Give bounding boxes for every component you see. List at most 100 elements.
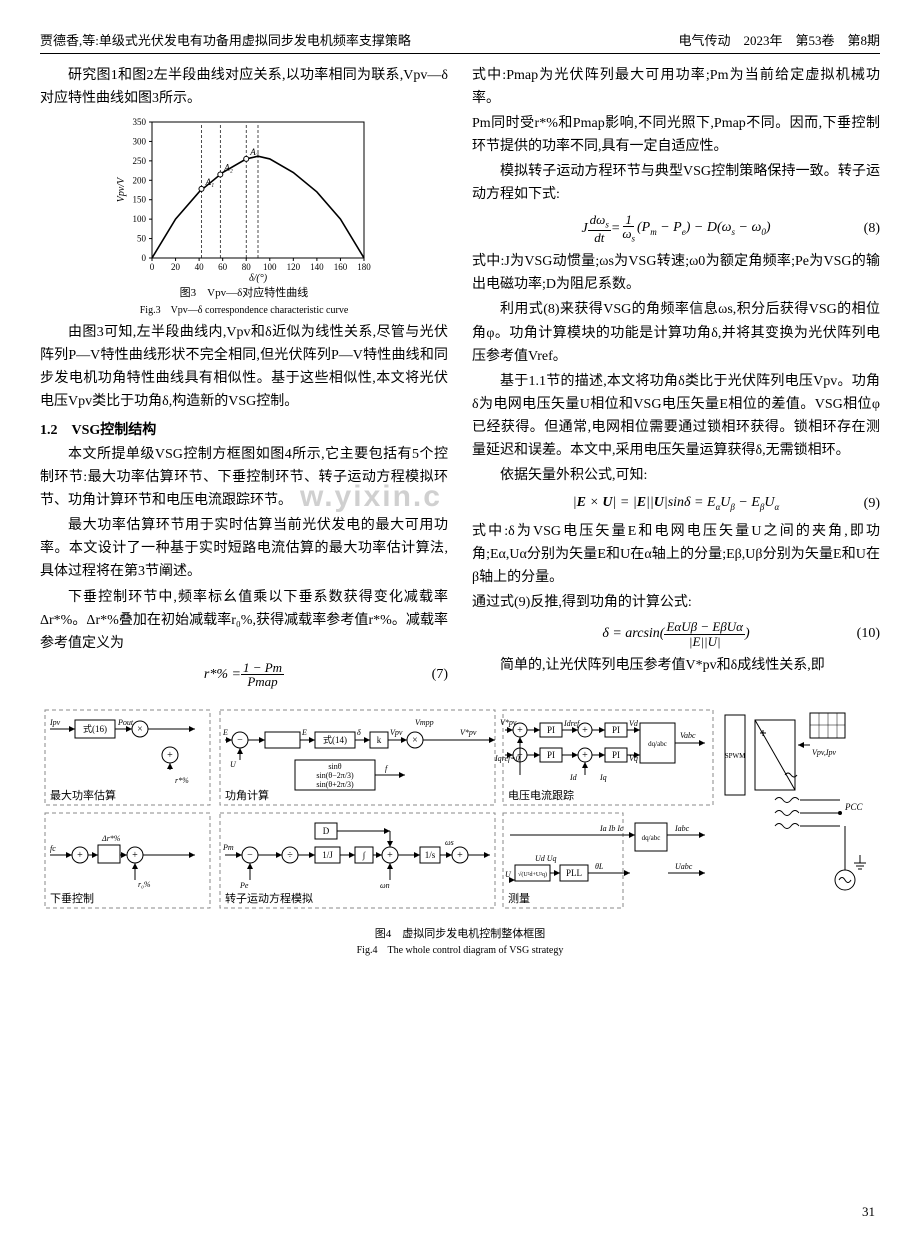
svg-text:ωs: ωs xyxy=(445,838,454,847)
svg-text:Vq: Vq xyxy=(629,754,638,763)
svg-text:A₁: A₁ xyxy=(204,177,214,187)
svg-text:80: 80 xyxy=(242,262,252,272)
svg-text:E: E xyxy=(222,728,228,737)
svg-text:0: 0 xyxy=(150,262,155,272)
fraction: 1 ωs xyxy=(620,213,637,245)
svg-text:V*pv: V*pv xyxy=(460,728,477,737)
svg-text:Uabc: Uabc xyxy=(675,862,693,871)
svg-text:sin(θ+2π/3): sin(θ+2π/3) xyxy=(316,780,354,789)
para: 下垂控制环节中,频率标幺值乘以下垂系数获得变化减载率Δr*%。Δr*%叠加在初始… xyxy=(40,586,448,655)
svg-text:350: 350 xyxy=(133,117,147,127)
svg-text:1/s: 1/s xyxy=(425,850,436,860)
svg-text:150: 150 xyxy=(133,195,147,205)
svg-text:U: U xyxy=(505,870,512,879)
svg-text:160: 160 xyxy=(334,262,348,272)
para: 基于1.1节的描述,本文将功角δ类比于光伏阵列电压Vpv。功角δ为电网电压矢量U… xyxy=(472,370,880,462)
para: 利用式(8)来获得VSG的角频率信息ωs,积分后获得VSG的相位角φ。功角计算模… xyxy=(472,298,880,367)
fig4-caption-en: Fig.4 The whole control diagram of VSG s… xyxy=(40,944,880,957)
svg-text:功角计算: 功角计算 xyxy=(225,788,269,802)
svg-text:Pout: Pout xyxy=(117,718,134,727)
svg-text:Iq: Iq xyxy=(599,773,607,782)
svg-text:100: 100 xyxy=(133,214,147,224)
denominator: Pmap xyxy=(245,675,279,689)
svg-text:Idref: Idref xyxy=(563,719,581,728)
svg-text:250: 250 xyxy=(133,156,147,166)
para: 式中:δ为VSG电压矢量E和电网电压矢量U之间的夹角,即功角;Eα,Uα分别为矢… xyxy=(472,520,880,589)
svg-text:δ/(°): δ/(°) xyxy=(249,273,268,284)
page-number: 31 xyxy=(862,1204,875,1220)
svg-text:60: 60 xyxy=(218,262,228,272)
svg-text:k: k xyxy=(377,735,382,745)
svg-text:+: + xyxy=(167,750,173,761)
svg-text:Id: Id xyxy=(569,773,578,782)
right-column: 式中:Pmap为光伏阵列最大可用功率;Pm为当前给定虚拟机械功率。 Pm同时受r… xyxy=(472,64,880,695)
svg-text:0: 0 xyxy=(142,253,147,263)
svg-text:PCC: PCC xyxy=(844,802,864,812)
svg-text:+: + xyxy=(132,850,138,861)
para: 研究图1和图2左半段曲线对应关系,以功率相同为联系,Vpv—δ对应特性曲线如图3… xyxy=(40,64,448,110)
svg-text:×: × xyxy=(412,735,418,746)
svg-text:δ: δ xyxy=(357,728,361,737)
svg-text:ωn: ωn xyxy=(380,881,390,890)
eq-lhs: r*% = xyxy=(204,665,241,685)
svg-text:+: + xyxy=(387,850,393,861)
svg-text:Vd: Vd xyxy=(629,719,639,728)
svg-text:A₂: A₂ xyxy=(223,163,233,173)
svg-text:200: 200 xyxy=(133,175,147,185)
svg-text:电压电流跟踪: 电压电流跟踪 xyxy=(508,788,574,802)
svg-text:+: + xyxy=(517,725,523,736)
svg-text:180: 180 xyxy=(357,262,371,272)
svg-text:fc: fc xyxy=(50,844,56,853)
para: Pm同时受r*%和Pmap影响,不同光照下,Pmap不同。因而,下垂控制环节提供… xyxy=(472,112,880,158)
chart-svg: 0204060801001201401601800501001502002503… xyxy=(114,114,374,284)
svg-text:dq/abc: dq/abc xyxy=(648,740,667,748)
svg-text:−: − xyxy=(237,735,243,746)
svg-text:r₀%: r₀% xyxy=(138,880,151,889)
svg-text:−: − xyxy=(247,850,253,861)
svg-text:θL: θL xyxy=(595,862,604,871)
para: 依据矢量外积公式,可知: xyxy=(472,464,880,487)
svg-text:×: × xyxy=(137,724,143,735)
svg-text:sin(θ−2π/3): sin(θ−2π/3) xyxy=(316,771,354,780)
svg-text:V*pv: V*pv xyxy=(500,718,517,727)
svg-text:式(14): 式(14) xyxy=(323,734,347,745)
svg-text:E: E xyxy=(301,728,307,737)
svg-text:U: U xyxy=(230,760,237,769)
para: 由图3可知,左半段曲线内,Vpv和δ近似为线性关系,尽管与光伏阵列P—V特性曲线… xyxy=(40,321,448,413)
equation-9: |E × U| = |E||U|sinδ = EαUβ − EβUα (9) xyxy=(472,493,880,513)
svg-text:300: 300 xyxy=(133,137,147,147)
para: 模拟转子运动方程环节与典型VSG控制策略保持一致。转子运动方程如下式: xyxy=(472,160,880,206)
para: 最大功率估算环节用于实时估算当前光伏发电的最大可用功率。本文设计了一种基于实时短… xyxy=(40,514,448,583)
svg-text:PI: PI xyxy=(612,725,620,735)
svg-text:f: f xyxy=(385,764,389,773)
svg-text:120: 120 xyxy=(287,262,301,272)
svg-text:Vpv,Ipv: Vpv,Ipv xyxy=(812,748,837,757)
svg-text:SPWM: SPWM xyxy=(725,752,746,760)
para: 通过式(9)反推,得到功角的计算公式: xyxy=(472,591,880,614)
svg-text:Ud Uq: Ud Uq xyxy=(535,854,557,863)
svg-text:式(16): 式(16) xyxy=(83,723,107,734)
svg-text:PLL: PLL xyxy=(566,868,582,878)
svg-text:+: + xyxy=(582,725,588,736)
numerator: 1 − Pm xyxy=(241,661,284,676)
svg-text:Vpv: Vpv xyxy=(390,728,403,737)
svg-text:Pm: Pm xyxy=(222,843,234,852)
svg-text:Vabc: Vabc xyxy=(680,731,696,740)
svg-text:最大功率估算: 最大功率估算 xyxy=(50,788,116,802)
eq-number: (8) xyxy=(864,219,880,239)
svg-text:Ipv: Ipv xyxy=(49,718,61,727)
svg-text:+: + xyxy=(582,750,588,761)
svg-text:Pe: Pe xyxy=(239,881,249,890)
svg-text:D: D xyxy=(323,826,330,836)
diagram-svg: 最大功率估算下垂控制功角计算转子运动方程模拟电压电流跟踪测量式(16)×+Ipv… xyxy=(40,705,880,925)
svg-text:+: + xyxy=(77,850,83,861)
fraction: EαUβ − EβUα |E||U| xyxy=(664,620,745,648)
header-left: 贾德香,等:单级式光伏发电有功备用虚拟同步发电机频率支撑策略 xyxy=(40,30,411,49)
svg-text:40: 40 xyxy=(195,262,205,272)
svg-text:PI: PI xyxy=(612,750,620,760)
svg-text:Iabc: Iabc xyxy=(674,824,690,833)
two-column-layout: 研究图1和图2左半段曲线对应关系,以功率相同为联系,Vpv—δ对应特性曲线如图3… xyxy=(40,64,880,695)
eq-number: (9) xyxy=(864,494,880,514)
svg-text:Vpv/V: Vpv/V xyxy=(116,176,127,202)
svg-text:1/J: 1/J xyxy=(322,850,333,860)
